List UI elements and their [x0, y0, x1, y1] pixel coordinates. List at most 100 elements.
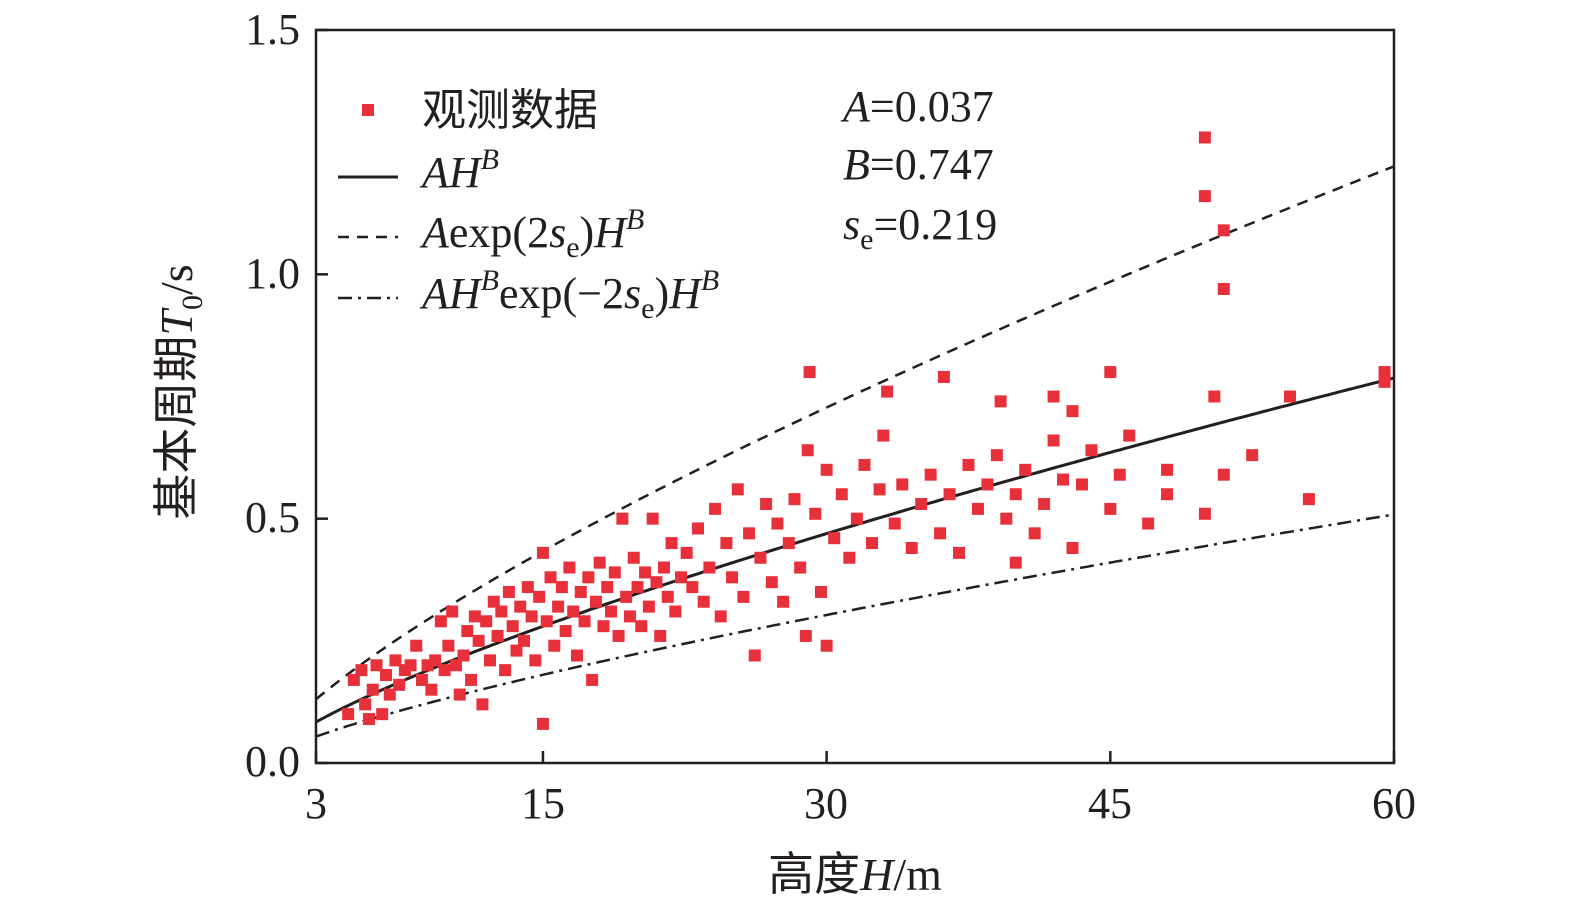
legend-label-lower: AHBexp(−2se)HB — [419, 264, 719, 325]
data-point — [1161, 463, 1174, 476]
data-point — [425, 683, 438, 696]
data-point — [555, 581, 568, 594]
data-point — [589, 595, 602, 608]
data-point — [457, 649, 470, 662]
data-point — [586, 673, 599, 686]
data-point — [915, 498, 928, 511]
data-point — [476, 698, 489, 711]
data-point — [487, 595, 500, 608]
data-point — [525, 610, 538, 623]
legend-marker-observed — [362, 104, 374, 116]
data-point — [971, 502, 984, 515]
data-point — [1208, 390, 1221, 403]
data-point — [627, 551, 640, 564]
data-point — [404, 659, 417, 672]
data-point — [714, 610, 727, 623]
data-point — [461, 625, 474, 638]
data-point — [521, 581, 534, 594]
data-point — [366, 683, 379, 696]
data-point — [533, 590, 546, 603]
data-point — [1009, 488, 1022, 501]
data-point — [355, 664, 368, 677]
axis-ticks — [314, 28, 1396, 765]
data-point — [1217, 224, 1230, 237]
data-point — [697, 595, 710, 608]
data-point — [1217, 282, 1230, 295]
data-point — [896, 478, 909, 491]
data-point — [1161, 488, 1174, 501]
data-point — [1057, 473, 1070, 486]
data-point — [616, 512, 629, 525]
data-point — [342, 708, 355, 721]
data-point — [888, 517, 901, 530]
data-point — [570, 649, 583, 662]
x-tick-label-2: 30 — [804, 779, 848, 828]
data-point — [994, 395, 1007, 408]
data-point — [1283, 390, 1296, 403]
data-point — [866, 537, 879, 550]
data-point — [631, 581, 644, 594]
data-point — [1198, 507, 1211, 520]
data-point — [495, 605, 508, 618]
data-point — [510, 644, 523, 657]
data-point — [1038, 498, 1051, 511]
data-point — [731, 483, 744, 496]
data-point — [680, 546, 693, 559]
data-point — [782, 537, 795, 550]
data-point — [446, 605, 459, 618]
data-point — [502, 585, 515, 598]
data-point — [1217, 468, 1230, 481]
data-point — [777, 595, 790, 608]
data-point — [620, 590, 633, 603]
y-tick-label-1: 0.5 — [245, 493, 300, 542]
data-point — [529, 654, 542, 667]
data-point — [544, 571, 557, 584]
data-point — [675, 571, 688, 584]
data-point — [552, 600, 565, 613]
data-point — [642, 600, 655, 613]
data-point — [347, 673, 360, 686]
data-point — [760, 498, 773, 511]
data-point — [379, 669, 392, 682]
data-point — [567, 605, 580, 618]
data-point — [835, 488, 848, 501]
data-points — [342, 131, 1391, 730]
data-point — [1378, 366, 1391, 379]
x-tick-label-1: 15 — [521, 779, 565, 828]
data-point — [574, 585, 587, 598]
data-point — [803, 366, 816, 379]
data-point — [726, 571, 739, 584]
data-point — [499, 664, 512, 677]
data-point — [608, 566, 621, 579]
data-point — [765, 576, 778, 589]
data-point — [1085, 444, 1098, 457]
data-point — [1246, 449, 1259, 462]
data-point — [692, 522, 705, 535]
curve-lower — [315, 513, 1395, 738]
data-point — [536, 546, 549, 559]
data-point — [748, 649, 761, 662]
legend-label-upper: Aexp(2se)HB — [419, 203, 644, 264]
data-point — [990, 449, 1003, 462]
data-point — [1066, 541, 1079, 554]
plot-frame — [314, 28, 1396, 765]
data-point — [605, 605, 618, 618]
data-point — [709, 502, 722, 515]
data-point — [657, 561, 670, 574]
fit-parameters: A=0.037 B=0.747 se=0.219 — [840, 82, 997, 256]
data-point — [820, 639, 833, 652]
data-point — [981, 478, 994, 491]
data-point — [743, 527, 756, 540]
data-point — [1142, 517, 1155, 530]
y-tick-label-2: 1.0 — [245, 249, 300, 298]
legend: 观测数据 AHB Aexp(2se)HB AHBexp(−2se)HB — [338, 85, 719, 325]
data-point — [434, 615, 447, 628]
data-point — [472, 634, 485, 647]
x-axis-title: 高度H/m — [768, 847, 942, 901]
data-point — [376, 708, 389, 721]
data-point — [646, 512, 659, 525]
data-point — [905, 541, 918, 554]
data-point — [1123, 429, 1136, 442]
data-point — [962, 458, 975, 471]
